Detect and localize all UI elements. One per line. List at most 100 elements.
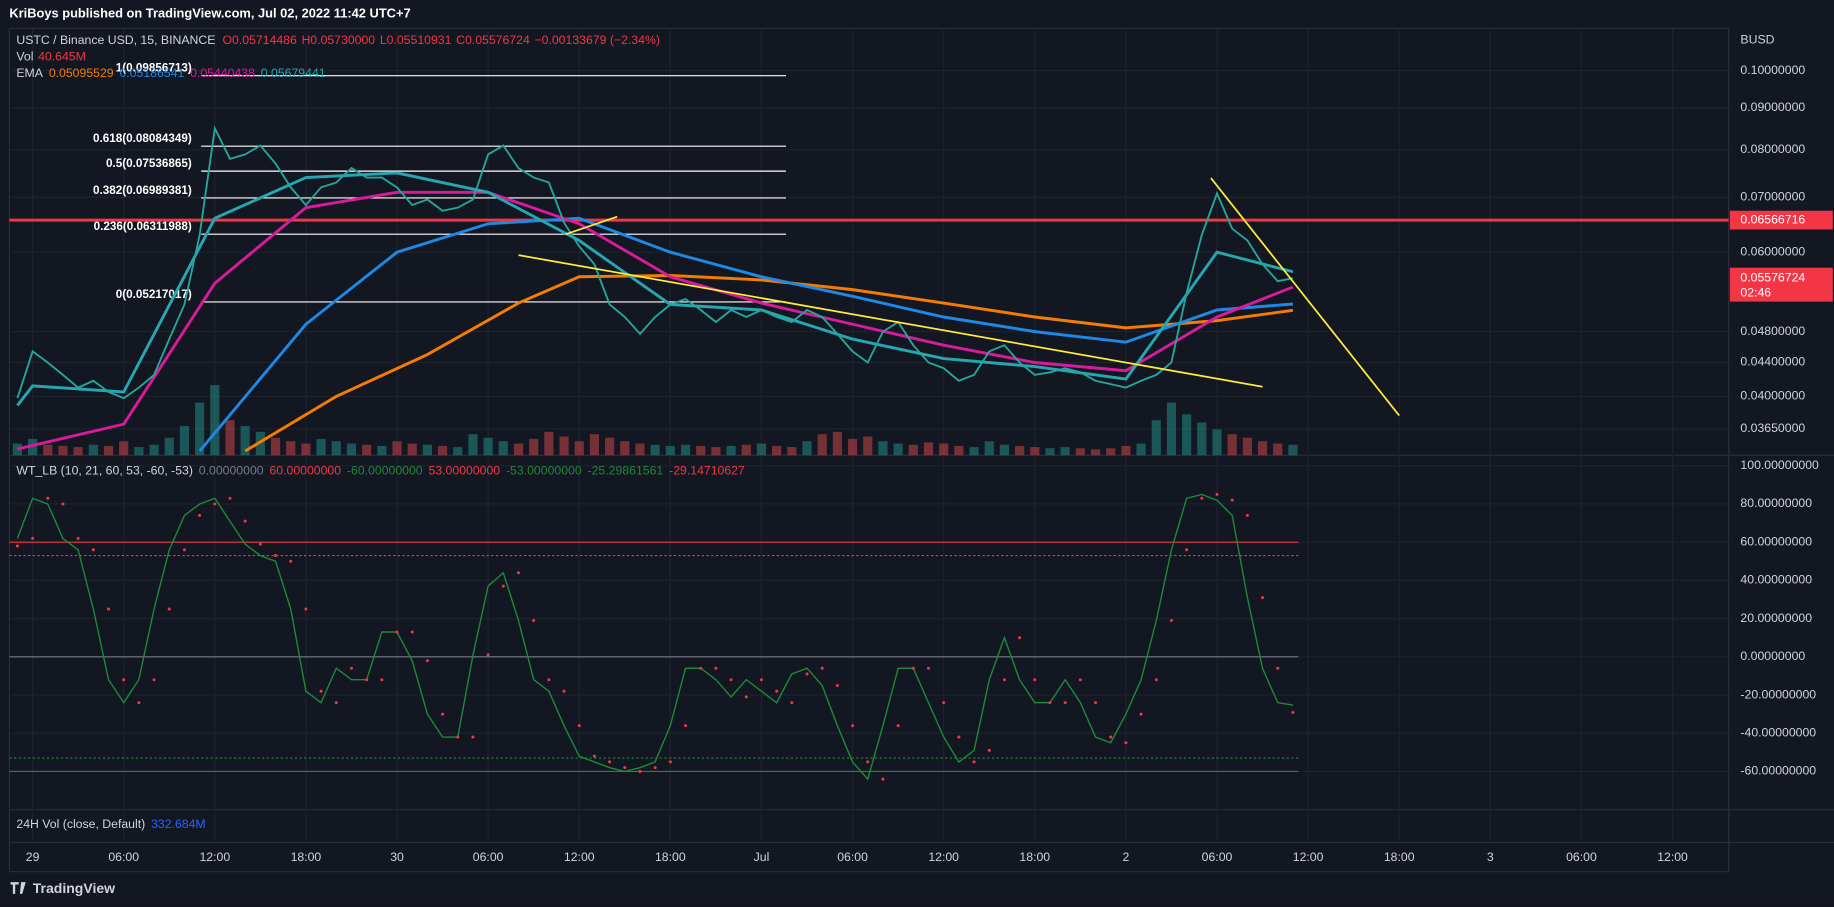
- x-tick-label: 3: [1487, 850, 1494, 864]
- osc-dot: [775, 689, 779, 693]
- osc-dot: [365, 678, 369, 682]
- osc-dot: [410, 630, 414, 634]
- x-tick-label: 30: [390, 850, 404, 864]
- x-tick-label: 06:00: [1202, 850, 1233, 864]
- fib-label: 0.5(0.07536865): [106, 157, 192, 170]
- ema-line: [244, 274, 1294, 453]
- vol-label: Vol: [16, 50, 33, 64]
- osc-value: -25.29861561: [588, 464, 664, 478]
- osc-level-value: 0.00000000: [199, 464, 264, 478]
- y-tick-label: 0.08000000: [1740, 142, 1805, 156]
- osc-dot: [243, 519, 247, 523]
- volume-bar: [1075, 448, 1085, 456]
- volume-bar: [1182, 414, 1192, 456]
- y-tick-label: 0.04400000: [1740, 355, 1805, 369]
- volume-bar: [1227, 434, 1237, 456]
- volume-bar: [119, 441, 129, 456]
- osc-dot: [46, 496, 50, 500]
- osc-line: [16, 493, 1294, 781]
- ema-line: [17, 190, 1294, 451]
- osc-dot: [106, 607, 111, 611]
- volume-bar: [847, 438, 858, 456]
- osc-dot: [1139, 712, 1143, 716]
- osc-dot: [137, 701, 141, 705]
- countdown: 02:46: [1740, 286, 1771, 300]
- x-tick-label: Jul: [754, 850, 770, 864]
- osc-dot: [304, 607, 308, 611]
- volume-bar: [999, 444, 1009, 456]
- osc-dot: [61, 502, 65, 506]
- volume-bar: [635, 443, 645, 456]
- y-tick-label: 100.00000000: [1740, 458, 1819, 472]
- osc-value: -29.14710627: [669, 464, 745, 478]
- osc-dot: [729, 678, 733, 682]
- volume-bar: [893, 443, 903, 456]
- volume-bar: [498, 441, 508, 456]
- volume-bar: [589, 434, 600, 456]
- last-price-label: 0.05576724: [1740, 270, 1805, 284]
- y-tick-label: 0.03650000: [1740, 421, 1805, 435]
- y-tick-label: 0.06000000: [1740, 244, 1805, 258]
- price-tag-label: 0.06566716: [1740, 212, 1805, 226]
- volume-bar: [43, 444, 53, 456]
- x-tick-label: 06:00: [1566, 850, 1597, 864]
- osc-dot: [668, 760, 672, 764]
- volume-bar: [392, 441, 402, 456]
- osc-dot: [805, 672, 809, 676]
- osc-dot: [1002, 678, 1006, 682]
- volume-bar: [1212, 429, 1222, 456]
- price-line: [16, 125, 1294, 400]
- osc-dot: [577, 724, 581, 728]
- volume-bar: [12, 443, 22, 456]
- volume-bar: [225, 420, 235, 456]
- symbol-legend: USTC / Binance USD, 15, BINANCE O0.057144…: [16, 33, 660, 47]
- x-tick-label: 18:00: [1384, 850, 1415, 864]
- y-tick-label: 0.04800000: [1740, 324, 1805, 338]
- volume-bar: [878, 441, 888, 456]
- volume-bar: [1151, 420, 1161, 456]
- fib-label: 0.382(0.06989381): [93, 184, 192, 197]
- volume-bar: [195, 402, 205, 456]
- volume-bar: [1136, 443, 1146, 456]
- volume-bar: [863, 436, 873, 456]
- volume-bar: [817, 434, 827, 456]
- x-tick-label: 12:00: [1657, 850, 1688, 864]
- osc-dot: [1261, 596, 1265, 600]
- osc-dot: [1094, 701, 1098, 705]
- volume-bar: [438, 445, 448, 456]
- volume-bar: [1166, 402, 1177, 456]
- osc-dot: [1063, 701, 1067, 705]
- ema-label: EMA: [16, 66, 43, 80]
- osc-dot: [1230, 498, 1234, 502]
- ema-legend: EMA 0.05095529 0.05186541 0.05440438 0.05679…: [16, 66, 325, 80]
- fib-label: 0.618(0.08084349): [93, 132, 192, 145]
- osc-dot: [592, 754, 596, 758]
- y-tick-label: 0.09000000: [1740, 100, 1805, 114]
- volume-bar: [680, 444, 691, 456]
- volume-bar: [73, 447, 83, 456]
- osc-dot: [714, 666, 718, 670]
- volume-bar: [377, 445, 387, 456]
- osc-legend: WT_LB (10, 21, 60, 53, -60, -53) 0.000000…: [16, 464, 745, 478]
- osc-dot: [122, 678, 126, 682]
- osc-dot: [456, 735, 460, 739]
- osc-dot: [441, 712, 445, 716]
- osc-level-value: 60.00000000: [269, 464, 341, 478]
- volume-bar: [969, 447, 979, 456]
- volume-bar: [726, 445, 736, 456]
- osc-dot: [1291, 710, 1295, 715]
- y-tick-label: -40.00000000: [1740, 725, 1816, 739]
- volume-bar: [422, 444, 432, 456]
- osc-dot: [759, 678, 763, 682]
- x-tick-label: 18:00: [1019, 850, 1050, 864]
- volume-bar: [574, 441, 584, 456]
- volume-bar: [954, 445, 964, 456]
- volume-bar: [1257, 441, 1268, 456]
- osc-dot: [623, 766, 627, 770]
- volume-bar: [544, 431, 554, 456]
- osc-dot: [911, 666, 915, 670]
- x-tick-label: 06:00: [108, 850, 139, 864]
- vol-value: 40.645M: [38, 50, 86, 64]
- osc-dot: [425, 659, 429, 663]
- y-tick-label: 0.00000000: [1740, 649, 1805, 663]
